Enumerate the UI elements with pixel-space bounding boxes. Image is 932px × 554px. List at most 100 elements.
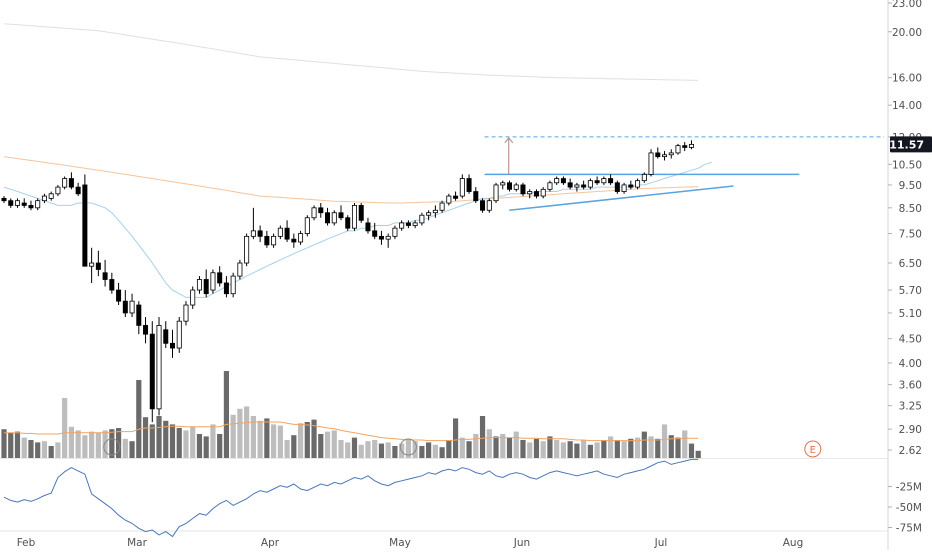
time-tick-label: Jun xyxy=(513,537,530,549)
candle-body xyxy=(547,182,553,190)
candle-body xyxy=(345,217,351,229)
candle-body xyxy=(143,325,149,335)
candle-body xyxy=(28,205,34,209)
candle-body xyxy=(365,222,371,232)
price-tick-label: 2.62 xyxy=(899,445,922,457)
candle-body xyxy=(372,230,378,237)
volume-bar xyxy=(392,446,398,458)
volume-bar xyxy=(493,436,499,458)
candle-body xyxy=(635,180,641,188)
volume-bar xyxy=(250,416,256,458)
candle-body xyxy=(385,235,391,240)
volume-bar xyxy=(14,431,21,458)
event-marker-circle xyxy=(399,438,417,456)
candle-body xyxy=(250,230,256,237)
volume-bar xyxy=(217,434,223,458)
volume-bar xyxy=(601,440,607,458)
volume-bar xyxy=(102,430,108,458)
candle-body xyxy=(223,282,229,295)
volume-bar xyxy=(540,441,546,458)
volume-bar xyxy=(324,431,331,458)
volume-bar xyxy=(533,438,540,458)
indicator-line xyxy=(3,458,699,538)
price-tick-label: 5.10 xyxy=(899,308,922,320)
candle-body xyxy=(163,329,169,344)
candle-body xyxy=(325,212,331,224)
volume-bar xyxy=(520,440,526,458)
time-tick-label: Mar xyxy=(127,537,147,549)
candle-body xyxy=(244,235,250,264)
volume-bar xyxy=(284,440,290,458)
price-tick-label: 14.00 xyxy=(892,100,922,112)
candle-body xyxy=(662,154,668,158)
volume-bar xyxy=(365,441,371,458)
volume-bar xyxy=(230,414,236,458)
candle-body xyxy=(89,262,95,267)
volume-bar xyxy=(311,419,317,458)
volume-bar xyxy=(621,441,627,458)
price-tick-label: 6.50 xyxy=(899,258,922,270)
volume-bar xyxy=(432,444,438,458)
candle-body xyxy=(68,178,74,188)
candle-body xyxy=(358,205,364,221)
candle-body xyxy=(473,191,479,202)
price-tick-label: 8.50 xyxy=(899,203,922,215)
time-tick-label: Jul xyxy=(654,537,668,549)
indicator-tick-label: -25M xyxy=(896,482,922,494)
candle-body xyxy=(203,279,209,295)
time-tick-label: Aug xyxy=(783,537,804,549)
candle-body xyxy=(217,272,223,284)
volume-bar xyxy=(466,441,472,458)
candle-body xyxy=(439,202,445,211)
candle-body xyxy=(533,191,539,197)
volume-bar xyxy=(304,422,310,458)
volume-bar xyxy=(190,426,196,458)
volume-bar xyxy=(513,431,519,458)
candle-body xyxy=(122,300,128,314)
volume-bar xyxy=(149,424,155,458)
ma200-line xyxy=(3,156,699,204)
volume-bar xyxy=(169,424,176,458)
candle-body xyxy=(540,188,546,197)
volume-bar xyxy=(412,441,418,458)
volume-bar xyxy=(405,438,411,458)
volume-bar xyxy=(479,416,486,458)
volume-bar xyxy=(459,437,465,458)
candle-body xyxy=(567,182,573,188)
candle-body xyxy=(14,200,20,206)
volume-bar xyxy=(574,443,580,458)
price-tick-label: 16.00 xyxy=(892,73,922,85)
volume-bar xyxy=(82,435,88,458)
volume-bar xyxy=(196,434,203,458)
candle-body xyxy=(594,180,600,184)
volume-bar xyxy=(257,420,263,458)
grid-layer xyxy=(0,458,888,532)
candle-body xyxy=(432,209,438,214)
volume-bar xyxy=(109,429,115,458)
volume-bar xyxy=(661,424,668,458)
candle-body xyxy=(35,200,41,209)
candle-body xyxy=(1,197,7,202)
candle-body xyxy=(41,195,47,202)
candle-body xyxy=(237,262,243,277)
price-tick-label: 3.60 xyxy=(899,380,922,392)
moving-averages-layer xyxy=(3,23,712,298)
volume-bar xyxy=(682,430,688,458)
candle-body xyxy=(688,143,694,148)
candle-body xyxy=(257,230,263,237)
volume-bar xyxy=(223,371,230,458)
volume-bar xyxy=(614,440,620,458)
candle-body xyxy=(318,207,324,214)
candle-body xyxy=(601,178,607,184)
candle-body xyxy=(513,184,519,190)
candle-body xyxy=(641,173,647,182)
candle-body xyxy=(21,202,27,206)
candle-body xyxy=(116,289,122,302)
ma20-line xyxy=(3,161,712,298)
candle-body xyxy=(190,289,196,306)
volume-bar xyxy=(372,440,378,458)
candle-body xyxy=(8,200,14,206)
volume-bar xyxy=(62,398,68,458)
